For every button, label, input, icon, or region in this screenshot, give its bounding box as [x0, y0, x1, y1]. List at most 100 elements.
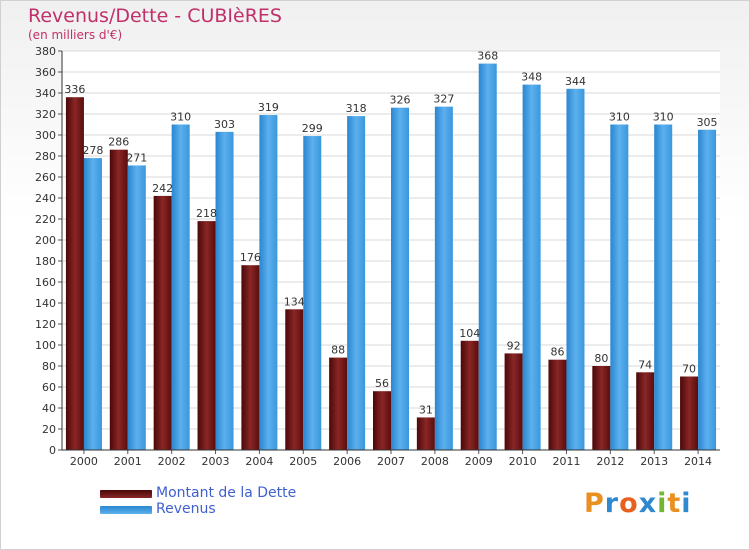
debt-data-label: 218 — [196, 207, 217, 220]
legend-label-debt: Montant de la Dette — [156, 485, 297, 501]
chart-subtitle: (en milliers d'€) — [28, 28, 123, 42]
debt-data-label: 176 — [240, 251, 261, 264]
revenus-bar — [522, 84, 541, 450]
y-tick-label: 60 — [42, 381, 56, 394]
y-tick-label: 20 — [42, 423, 56, 436]
revenus-data-label: 327 — [433, 93, 454, 106]
x-tick-label: 2011 — [552, 455, 580, 468]
x-tick-label: 2004 — [245, 455, 273, 468]
y-tick-label: 0 — [49, 444, 56, 457]
y-tick-label: 120 — [35, 318, 56, 331]
debt-bar — [416, 417, 435, 450]
y-tick-label: 200 — [35, 234, 56, 247]
debt-data-label: 56 — [375, 377, 389, 390]
y-tick-label: 140 — [35, 297, 56, 310]
y-tick-label: 280 — [35, 150, 56, 163]
revenus-data-label: 305 — [697, 116, 718, 129]
revenus-bar — [391, 107, 409, 450]
debt-bar — [109, 149, 128, 450]
legend-label-revenus: Revenus — [156, 501, 216, 517]
revenus-data-label: 278 — [82, 144, 103, 157]
revenus-data-label: 326 — [390, 94, 411, 107]
revenus-bar — [127, 165, 146, 450]
debt-bar — [285, 309, 304, 450]
revenus-bar — [610, 124, 629, 450]
revenus-data-label: 310 — [609, 111, 630, 124]
x-tick-label: 2001 — [114, 455, 142, 468]
debt-bar — [548, 359, 567, 450]
revenus-data-label: 319 — [258, 101, 279, 114]
legend-swatch-debt — [100, 490, 152, 498]
debt-data-label: 104 — [459, 327, 480, 340]
debt-bar — [460, 340, 479, 450]
y-tick-label: 180 — [35, 255, 56, 268]
x-tick-label: 2009 — [465, 455, 493, 468]
x-tick-label: 2003 — [202, 455, 230, 468]
debt-bar — [636, 372, 655, 450]
revenus-data-label: 310 — [170, 111, 191, 124]
x-tick-label: 2000 — [70, 455, 98, 468]
revenus-bar — [478, 63, 497, 450]
revenus-bar — [434, 106, 453, 451]
revenus-data-label: 344 — [565, 75, 586, 88]
y-tick-label: 220 — [35, 213, 56, 226]
y-tick-label: 40 — [42, 402, 56, 415]
revenus-data-label: 310 — [653, 111, 674, 124]
debt-bar — [153, 195, 172, 450]
revenus-data-label: 303 — [214, 118, 235, 131]
debt-bar — [373, 391, 391, 450]
x-tick-label: 2013 — [640, 455, 668, 468]
revenus-data-label: 368 — [477, 50, 498, 63]
y-tick-label: 80 — [42, 360, 56, 373]
revenus-bar — [83, 158, 102, 450]
revenus-data-label: 299 — [302, 122, 323, 135]
y-tick-label: 300 — [35, 129, 56, 142]
debt-data-label: 336 — [64, 83, 85, 96]
y-tick-label: 260 — [35, 171, 56, 184]
debt-bar — [65, 97, 84, 450]
revenus-bar — [171, 124, 190, 450]
proxiti-logo: Proxiti — [584, 488, 692, 519]
debt-data-label: 92 — [507, 339, 521, 352]
debt-data-label: 286 — [108, 136, 129, 149]
x-tick-label: 2006 — [333, 455, 361, 468]
revenus-bar — [566, 88, 585, 451]
debt-bar — [680, 376, 699, 450]
chart-title: Revenus/Dette - CUBIèRES — [28, 5, 282, 27]
revenus-bar — [259, 115, 278, 451]
x-tick-label: 2007 — [377, 455, 405, 468]
debt-bar — [504, 353, 523, 450]
x-tick-label: 2010 — [509, 455, 537, 468]
debt-bar — [592, 366, 611, 450]
debt-data-label: 31 — [419, 403, 433, 416]
revenus-bar — [215, 131, 234, 450]
y-tick-label: 360 — [35, 66, 56, 79]
revenus-bar — [303, 136, 322, 451]
debt-data-label: 88 — [331, 344, 345, 357]
revenus-bar — [347, 116, 366, 450]
debt-data-label: 70 — [682, 363, 696, 376]
x-tick-label: 2008 — [421, 455, 449, 468]
revenus-data-label: 271 — [126, 151, 147, 164]
y-tick-label: 380 — [35, 45, 56, 58]
debt-data-label: 86 — [550, 346, 564, 359]
x-tick-label: 2002 — [158, 455, 186, 468]
revenus-data-label: 318 — [346, 102, 367, 115]
revenus-bar — [698, 129, 717, 450]
x-tick-label: 2014 — [684, 455, 712, 468]
debt-data-label: 242 — [152, 182, 173, 195]
revenus-bar — [654, 124, 673, 450]
y-tick-label: 320 — [35, 108, 56, 121]
x-tick-label: 2012 — [596, 455, 624, 468]
debt-bar — [241, 265, 260, 450]
debt-bar — [197, 221, 216, 450]
revenus-data-label: 348 — [521, 71, 542, 84]
debt-data-label: 134 — [284, 295, 305, 308]
debt-data-label: 74 — [638, 358, 652, 371]
legend-swatch-revenus — [100, 506, 152, 514]
y-tick-label: 240 — [35, 192, 56, 205]
y-tick-label: 100 — [35, 339, 56, 352]
y-tick-label: 160 — [35, 276, 56, 289]
y-tick-label: 340 — [35, 87, 56, 100]
